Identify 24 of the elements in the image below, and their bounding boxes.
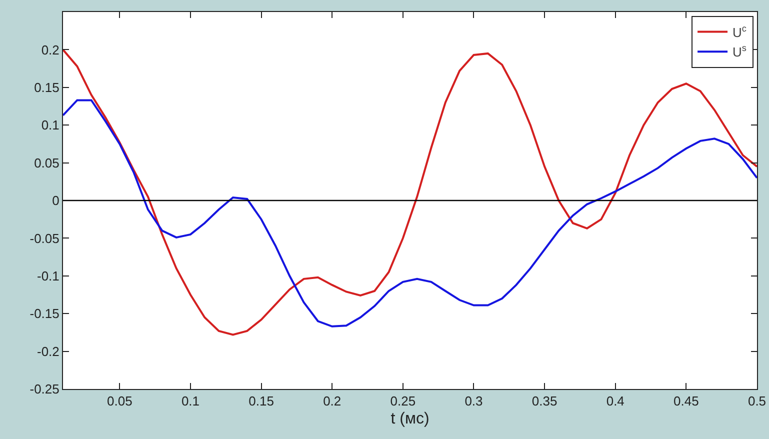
y-tick-label: -0.15 bbox=[30, 306, 60, 322]
x-tick-label: 0.3 bbox=[464, 394, 483, 409]
x-tick-label: 0.05 bbox=[106, 394, 132, 409]
y-tick-label: -0.25 bbox=[30, 382, 60, 397]
x-tick-label: 0.2 bbox=[323, 394, 342, 409]
y-tick-label: -0.2 bbox=[36, 344, 60, 359]
y-tick-label: -0.05 bbox=[30, 230, 60, 246]
y-tick-label: 0.05 bbox=[34, 155, 60, 170]
x-tick-label: 0.4 bbox=[606, 394, 624, 409]
x-tick-label: 0.15 bbox=[248, 394, 274, 409]
y-tick-label: 0.2 bbox=[41, 42, 60, 58]
y-tick-label: 0.15 bbox=[34, 80, 60, 95]
y-tick-label: 0 bbox=[52, 193, 60, 208]
x-tick-label: 0.35 bbox=[532, 394, 558, 409]
x-tick-label: 0.45 bbox=[674, 394, 699, 409]
x-tick-label: 0.5 bbox=[748, 394, 766, 409]
x-axis-title: t (мс) bbox=[390, 410, 430, 428]
y-tick-label: 0.1 bbox=[41, 118, 60, 133]
x-tick-label: 0.25 bbox=[390, 394, 416, 409]
x-tick-label: 0.1 bbox=[181, 394, 200, 409]
legend-label: U$^{c}$ bbox=[732, 23, 747, 40]
y-tick-label: -0.1 bbox=[36, 268, 60, 284]
line-series bbox=[63, 99, 757, 328]
legend-label: U$^{s}$ bbox=[732, 43, 747, 60]
